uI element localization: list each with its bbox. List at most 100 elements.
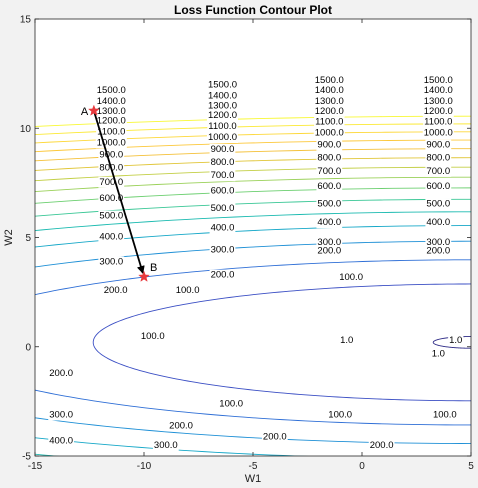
contour-level-label: 1.0 (432, 348, 445, 359)
contour-label-background (368, 440, 395, 452)
contour-label-background (168, 420, 194, 432)
contour-level-label: 1500.0 (424, 75, 453, 86)
contour-label-background (425, 181, 452, 193)
contour-level-label: 200.0 (169, 420, 193, 431)
contour-level-label: 200.0 (370, 440, 394, 451)
contour-label-background (98, 149, 125, 161)
contour-label-background (316, 139, 343, 151)
contour-label-background (95, 137, 127, 149)
contour-label-background (316, 217, 343, 229)
contour-lines (35, 115, 471, 456)
contour-level-label: 700.0 (317, 166, 341, 177)
contour-label-background (206, 100, 239, 112)
contour-label-background (431, 409, 458, 421)
contour-label-background (430, 348, 446, 360)
y-tick-label: 15 (20, 15, 32, 26)
contour-level-label: 1300.0 (208, 100, 237, 111)
contour-level-label: 1300.0 (424, 96, 453, 107)
contour-level-label: 300.0 (426, 237, 450, 248)
contour-level-label: 400.0 (426, 217, 450, 228)
contour-level-label: 700.0 (426, 166, 450, 177)
contour-level-label: 400.0 (211, 223, 235, 234)
contour-level-label: 1100.0 (97, 127, 125, 138)
contour-label-background (98, 176, 125, 188)
contour-label-background (422, 85, 454, 97)
contour-level-label: 200.0 (104, 285, 128, 296)
contour-label-background (209, 203, 236, 215)
contour-level-label: 1000.0 (315, 128, 344, 139)
contour-level-label: 200.0 (263, 431, 287, 442)
contour-level-label: 1100.0 (315, 117, 343, 128)
contour-label-background (206, 79, 239, 91)
contour-level-label: 200.0 (426, 246, 450, 257)
contour-level-label: 500.0 (426, 199, 450, 210)
contour-level-label: 1.0 (449, 335, 462, 346)
annotations: AB (81, 104, 157, 282)
contour-level-label: 800.0 (211, 157, 235, 168)
contour-level-label: 1300.0 (315, 96, 344, 107)
contour-level-label: 500.0 (317, 199, 341, 210)
contour-label-background (425, 245, 452, 257)
contour-label-background (313, 75, 345, 87)
y-tick-label: 5 (25, 233, 31, 244)
contour-level-label: 200.0 (317, 246, 341, 257)
contour-level-label: 100.0 (339, 272, 363, 283)
contour-level-label: 500.0 (211, 203, 235, 214)
point-marker-a (87, 104, 100, 116)
contour-label-background (95, 95, 127, 107)
contour-level-label: 1000.0 (97, 137, 126, 148)
contour-label-background (339, 335, 355, 347)
contour-label-background (425, 217, 452, 229)
point-label-b: B (150, 262, 157, 274)
contour-level-label: 200.0 (49, 368, 73, 379)
contour-level-label: 900.0 (426, 140, 450, 151)
contour-label-background (448, 335, 464, 347)
y-axis-label: W2 (3, 229, 15, 246)
contour-label-background (314, 116, 345, 128)
contour-label-background (209, 157, 236, 169)
contour-label-background (174, 284, 201, 296)
contour-level-label: 900.0 (211, 144, 235, 155)
contour-label-background (338, 271, 364, 283)
contour-label-background (209, 269, 236, 281)
contour-label-background (327, 409, 354, 421)
x-tick-label: -10 (137, 461, 152, 472)
contour-level-label: 1500.0 (97, 85, 126, 96)
contour-level-label: 100.0 (328, 409, 352, 420)
contour-label-background (48, 409, 75, 421)
contour-label-background (422, 75, 454, 87)
contour-label-background (95, 105, 127, 117)
contour-level-label: 300.0 (211, 245, 235, 256)
contour-label-background (316, 236, 343, 248)
contour-level-label: 800.0 (317, 153, 341, 164)
contour-level-label: 900.0 (99, 149, 123, 160)
contour-line (92, 283, 471, 402)
x-tick-label: -15 (28, 461, 43, 472)
contour-label-background (209, 170, 236, 182)
contour-level-label: 600.0 (317, 181, 341, 192)
contour-level-label: 1100.0 (208, 121, 236, 132)
contour-level-label: 1400.0 (424, 85, 453, 96)
contour-label-background (98, 256, 125, 268)
contour-level-label: 700.0 (99, 177, 123, 188)
contour-label-background (206, 131, 239, 143)
contour-level-label: 700.0 (211, 170, 235, 181)
contour-label-background (139, 330, 166, 342)
contour-level-labels: 1500.01400.01300.01200.01100.01000.0900.… (48, 75, 464, 452)
contour-label-background (209, 244, 236, 256)
contour-label-background (425, 198, 452, 210)
contour-label-background (316, 245, 343, 257)
contour-label-background (206, 90, 239, 102)
contour-label-background (313, 95, 345, 107)
contour-level-label: 400.0 (49, 436, 73, 447)
contour-level-label: 200.0 (211, 270, 235, 281)
contour-level-label: 1200.0 (97, 116, 126, 127)
contour-label-background (206, 110, 239, 122)
contour-level-label: 300.0 (49, 409, 73, 420)
contour-label-background (209, 185, 236, 197)
x-tick-label: -5 (249, 461, 258, 472)
contour-label-background (422, 105, 454, 117)
contour-label-background (98, 193, 125, 205)
contour-label-background (316, 198, 343, 210)
